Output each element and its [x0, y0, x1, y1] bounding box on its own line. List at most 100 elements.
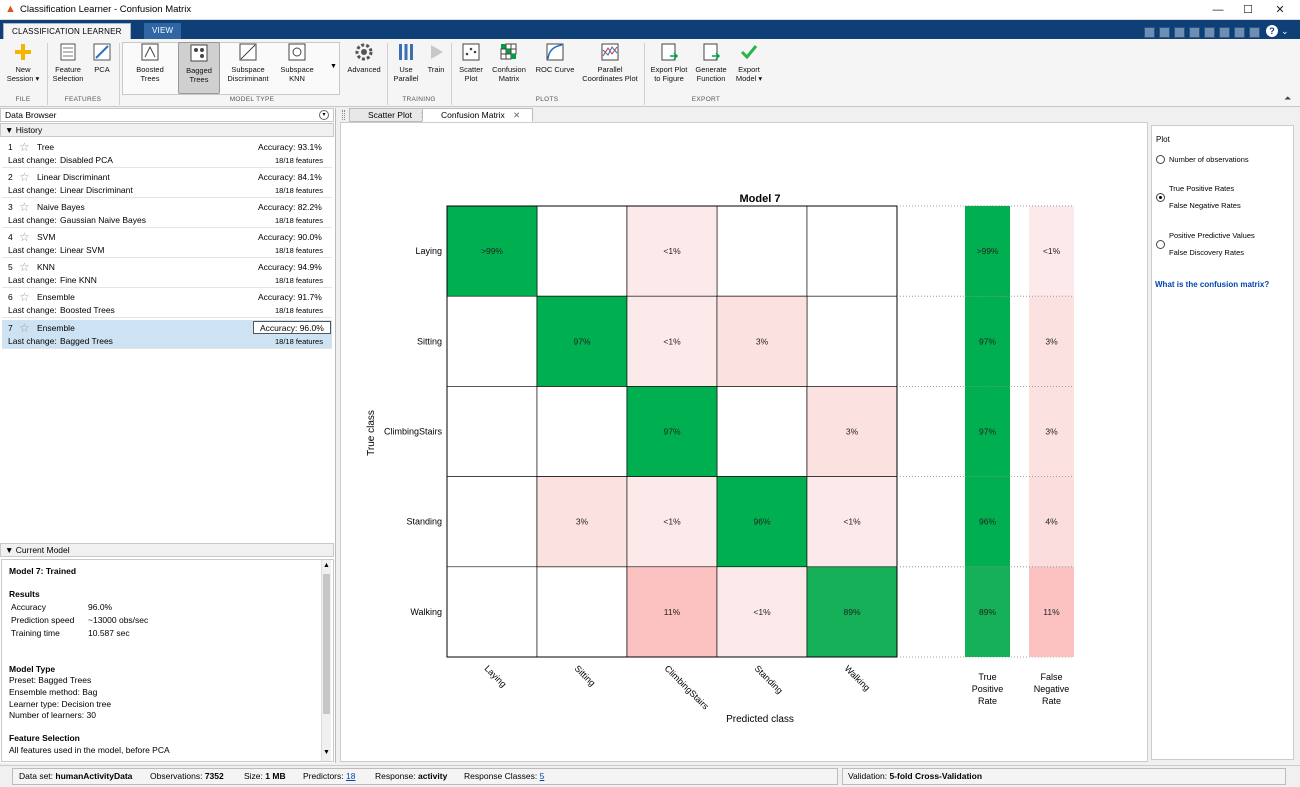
matrix-cell-empty	[716, 386, 808, 477]
group-separator	[644, 43, 645, 105]
status-response: Response: activity	[375, 771, 448, 781]
history-item[interactable]: 3 ☆ Naive Bayes Accuracy: 82.2% Last cha…	[2, 199, 332, 228]
new-session-button[interactable]: New Session ▾	[4, 42, 42, 94]
accuracy-label: Accuracy: 90.0%	[258, 232, 322, 242]
export-model-button[interactable]: Export Model ▾	[732, 42, 766, 94]
save-icon[interactable]	[1144, 27, 1155, 38]
subspace-knn-button[interactable]: Subspace KNN	[276, 42, 318, 94]
summary-scrollbar[interactable]: ▲ ▼	[321, 560, 331, 761]
star-icon[interactable]: ☆	[19, 290, 30, 304]
history-item[interactable]: 2 ☆ Linear Discriminant Accuracy: 84.1% …	[2, 169, 332, 198]
cell-value-label: 3%	[846, 427, 859, 437]
star-icon[interactable]: ☆	[19, 170, 30, 184]
plot-options-panel: Plot Number of observations True Positiv…	[1151, 125, 1294, 760]
current-model-summary: Model 7: Trained Results Accuracy 96.0% …	[2, 560, 320, 760]
accuracy-label: Accuracy: 91.7%	[258, 292, 322, 302]
copy-icon[interactable]	[1174, 27, 1185, 38]
radio-positive-predictive-values[interactable]	[1156, 240, 1165, 249]
rate-columns: >99% 97% 97% 96% 89% <1% 3% 3% 4% 11% True Positive…	[897, 205, 1074, 706]
history-item[interactable]: 4 ☆ SVM Accuracy: 90.0% Last change: Lin…	[2, 229, 332, 258]
expand-icon[interactable]: ⌄	[1281, 26, 1289, 36]
star-icon[interactable]: ☆	[19, 230, 30, 244]
x-axis-label: Predicted class	[726, 714, 794, 725]
predictors-link[interactable]: 18	[346, 771, 356, 781]
gallery-expand-icon[interactable]: ▼	[330, 63, 337, 70]
layout-icon[interactable]	[1249, 27, 1260, 38]
close-button[interactable]: ✕	[1275, 4, 1285, 16]
export-plot-button[interactable]: Export Plot to Figure	[648, 42, 690, 94]
advanced-button[interactable]: Advanced	[345, 42, 383, 94]
scroll-up-icon[interactable]: ▲	[323, 562, 330, 569]
quick-access-toolbar: ? ⌄	[1140, 23, 1295, 38]
scatter-plot-button[interactable]: Scatter Plot	[454, 42, 488, 94]
scroll-thumb[interactable]	[323, 574, 330, 714]
history-item[interactable]: 6 ☆ Ensemble Accuracy: 91.7% Last change…	[2, 289, 332, 318]
roc-curve-button[interactable]: ROC Curve	[532, 42, 578, 94]
tpr-value-label: 89%	[979, 607, 996, 617]
feature-selection-button[interactable]: Feature Selection	[49, 42, 87, 94]
y-axis-label: True class	[366, 410, 377, 456]
tpr-column-label: Rate	[978, 696, 997, 706]
parallel-coordinates-plot-button[interactable]: Parallel Coordinates Plot	[580, 42, 640, 94]
panel-menu-icon[interactable]: ▾	[319, 110, 329, 120]
gear-icon	[355, 43, 373, 61]
star-icon[interactable]: ☆	[19, 260, 30, 274]
redo-icon[interactable]	[1219, 27, 1230, 38]
tpr-value-label: >99%	[977, 246, 999, 256]
generate-function-button[interactable]: Generate Function	[692, 42, 730, 94]
history-header[interactable]: ▼ History	[0, 123, 334, 137]
help-icon[interactable]: ?	[1266, 25, 1278, 37]
document-tabs: Scatter Plot ✕ Confusion Matrix ✕	[340, 108, 1148, 122]
close-tab-icon[interactable]: ✕	[513, 110, 521, 120]
use-parallel-button[interactable]: Use Parallel	[390, 42, 422, 94]
cell-value-label: >99%	[481, 246, 503, 256]
cell-value-label: <1%	[663, 246, 681, 256]
option-label-secondary: False Negative Rates	[1169, 201, 1241, 210]
history-item[interactable]: 1 ☆ Tree Accuracy: 93.1% Last change: Di…	[2, 139, 332, 168]
star-icon[interactable]: ☆	[19, 321, 30, 335]
parallel-icon	[399, 44, 413, 60]
radio-number-of-observations[interactable]	[1156, 155, 1165, 164]
tpr-column-label: Positive	[972, 684, 1004, 694]
boosted-trees-button[interactable]: Boosted Trees	[128, 42, 172, 94]
paste-icon[interactable]	[1189, 27, 1200, 38]
undo-icon[interactable]	[1204, 27, 1215, 38]
history-item-selected[interactable]: 7 ☆ Ensemble Accuracy: 96.0% Last change…	[2, 320, 332, 349]
scroll-down-icon[interactable]: ▼	[323, 749, 330, 756]
plot-area: Model 7 Predicted class True class >99% <…	[340, 122, 1148, 762]
bagged-trees-button[interactable]: Bagged Trees	[178, 42, 220, 94]
tpr-cell	[965, 386, 1010, 477]
confusion-matrix-help-link[interactable]: What is the confusion matrix?	[1155, 280, 1270, 289]
minimize-button[interactable]: —	[1212, 4, 1224, 16]
plus-icon	[15, 44, 31, 60]
collapse-ribbon-icon[interactable]: ⏶	[1284, 93, 1292, 103]
y-tick-label: ClimbingStairs	[384, 427, 443, 437]
x-tick-label: Standing	[753, 663, 785, 695]
tab-classification-learner[interactable]: CLASSIFICATION LEARNER	[3, 23, 131, 39]
response-classes-link[interactable]: 5	[539, 771, 545, 781]
switch-windows-icon[interactable]	[1234, 27, 1245, 38]
subspace-discriminant-button[interactable]: Subspace Discriminant	[224, 42, 272, 94]
results-title: Results	[9, 589, 40, 599]
pca-button[interactable]: PCA	[89, 42, 115, 94]
star-icon[interactable]: ☆	[19, 200, 30, 214]
group-separator	[451, 43, 452, 105]
train-button[interactable]: Train	[424, 42, 448, 94]
current-model-header[interactable]: ▼ Current Model	[0, 543, 334, 557]
cell-value-label: 97%	[663, 427, 680, 437]
fnr-value-label: 3%	[1045, 427, 1058, 437]
history-item[interactable]: 5 ☆ KNN Accuracy: 94.9% Last change: Fin…	[2, 259, 332, 288]
maximize-button[interactable]: ☐	[1243, 4, 1253, 16]
confusion-matrix-button[interactable]: Confusion Matrix	[490, 42, 528, 94]
matrix-cell	[536, 476, 628, 568]
tab-view[interactable]: VIEW	[144, 23, 182, 39]
radio-true-positive-rates[interactable]	[1156, 193, 1165, 202]
cut-icon[interactable]	[1159, 27, 1170, 38]
star-icon[interactable]: ☆	[19, 140, 30, 154]
tab-confusion-matrix[interactable]: Confusion Matrix ✕	[422, 108, 534, 122]
matrix-cell-empty	[536, 386, 628, 477]
matrix-cell	[446, 205, 538, 297]
title-bar: ▲ Classification Learner - Confusion Mat…	[0, 0, 1300, 20]
cell-value-label: 3%	[576, 517, 589, 527]
matrix-cell-empty	[806, 295, 898, 387]
